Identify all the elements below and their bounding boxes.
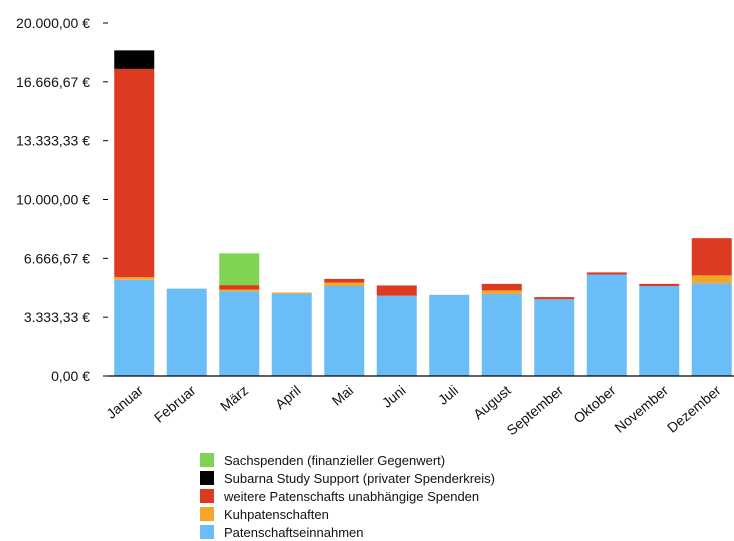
x-tick-label: Oktober — [570, 382, 619, 426]
legend-swatch — [200, 507, 214, 521]
x-tick-label: September — [503, 382, 566, 438]
x-tick-label: Juni — [379, 382, 409, 411]
legend-label: Sachspenden (finanzieller Gegenwert) — [224, 452, 446, 468]
x-tick-label: August — [470, 382, 514, 422]
bar-segment — [324, 278, 365, 283]
legend-item: Subarna Study Support (privater Spenderk… — [200, 469, 495, 487]
bar-stack — [166, 288, 207, 376]
bar-stack — [534, 297, 575, 376]
bar-segment — [324, 282, 365, 286]
bar-stack — [271, 292, 312, 376]
bar-segment — [114, 279, 155, 376]
bar-segment — [691, 275, 732, 284]
bar-stack — [481, 283, 522, 376]
y-tick-label: 0,00 € — [51, 368, 90, 384]
bar-segment — [166, 288, 207, 376]
x-tick-label: Januar — [103, 382, 146, 422]
bar-segment — [639, 283, 680, 286]
bar-segment — [376, 285, 417, 296]
x-tick-label: April — [272, 382, 304, 412]
bar-stack — [586, 272, 627, 376]
y-tick-label: 3.333,33 € — [24, 309, 90, 325]
y-tick-label: 16.666,67 € — [16, 74, 90, 90]
x-tick-label: Juli — [435, 382, 461, 408]
bar-stacks — [114, 50, 732, 376]
legend-swatch — [200, 525, 214, 539]
bar-segment — [639, 285, 680, 376]
bar-segment — [586, 272, 627, 275]
legend-item: weitere Patenschafts unabhängige Spenden — [200, 487, 495, 505]
bar-stack — [429, 294, 470, 376]
legend-swatch — [200, 489, 214, 503]
bar-segment — [219, 291, 260, 376]
bar-segment — [271, 292, 312, 294]
bar-stack — [376, 285, 417, 376]
x-tick-label: November — [611, 382, 671, 436]
bar-segment — [114, 50, 155, 69]
legend-label: Kuhpatenschaften — [224, 506, 329, 522]
bar-segment — [376, 295, 417, 376]
bar-segment — [219, 285, 260, 290]
legend-label: Patenschaftseinnahmen — [224, 524, 364, 540]
legend-swatch — [200, 453, 214, 467]
bar-stack — [219, 253, 260, 376]
bar-segment — [219, 253, 260, 286]
legend-label: weitere Patenschafts unabhängige Spenden — [224, 488, 480, 504]
x-tick-label: Mai — [329, 382, 357, 409]
legend: Sachspenden (finanzieller Gegenwert) Suba… — [200, 451, 495, 541]
legend-label: Subarna Study Support (privater Spenderk… — [224, 470, 495, 486]
bar-segment — [271, 293, 312, 376]
bar-segment — [534, 299, 575, 376]
bar-segment — [324, 285, 365, 376]
bar-segment — [429, 294, 470, 376]
bar-segment — [219, 289, 260, 292]
legend-item: Patenschaftseinnahmen — [200, 523, 495, 541]
legend-item: Kuhpatenschaften — [200, 505, 495, 523]
bar-stack — [114, 50, 155, 376]
y-tick-label: 10.000,00 € — [16, 192, 90, 208]
bar-stack — [691, 238, 732, 376]
x-tick-label: Dezember — [664, 382, 724, 436]
bar-stack — [639, 283, 680, 376]
y-tick-label: 13.333,33 € — [16, 133, 90, 149]
bar-segment — [691, 238, 732, 276]
y-tick-label: 20.000,00 € — [16, 15, 90, 31]
y-tick-label: 6.666,67 € — [24, 250, 90, 266]
bar-stack — [324, 278, 365, 376]
bar-segment — [691, 283, 732, 376]
x-tick-label: März — [217, 382, 251, 414]
bar-segment — [481, 283, 522, 291]
bar-segment — [481, 293, 522, 376]
legend-swatch — [200, 471, 214, 485]
stacked-bar-chart: 0,00 € 3.333,33 € 6.666,67 € 10.000,00 € 13.… — [16, 15, 734, 438]
bar-segment — [114, 277, 155, 280]
x-tick-label: Februar — [151, 382, 199, 426]
bar-segment — [114, 68, 155, 278]
y-axis-ticks: 0,00 € 3.333,33 € 6.666,67 € 10.000,00 € 13.… — [16, 15, 108, 384]
x-axis-labels: Januar Februar März April Mai Juni Juli AugustS… — [103, 382, 724, 438]
bar-segment — [586, 274, 627, 376]
bar-segment — [534, 297, 575, 300]
bar-segment — [481, 290, 522, 294]
legend-item: Sachspenden (finanzieller Gegenwert) — [200, 451, 495, 469]
